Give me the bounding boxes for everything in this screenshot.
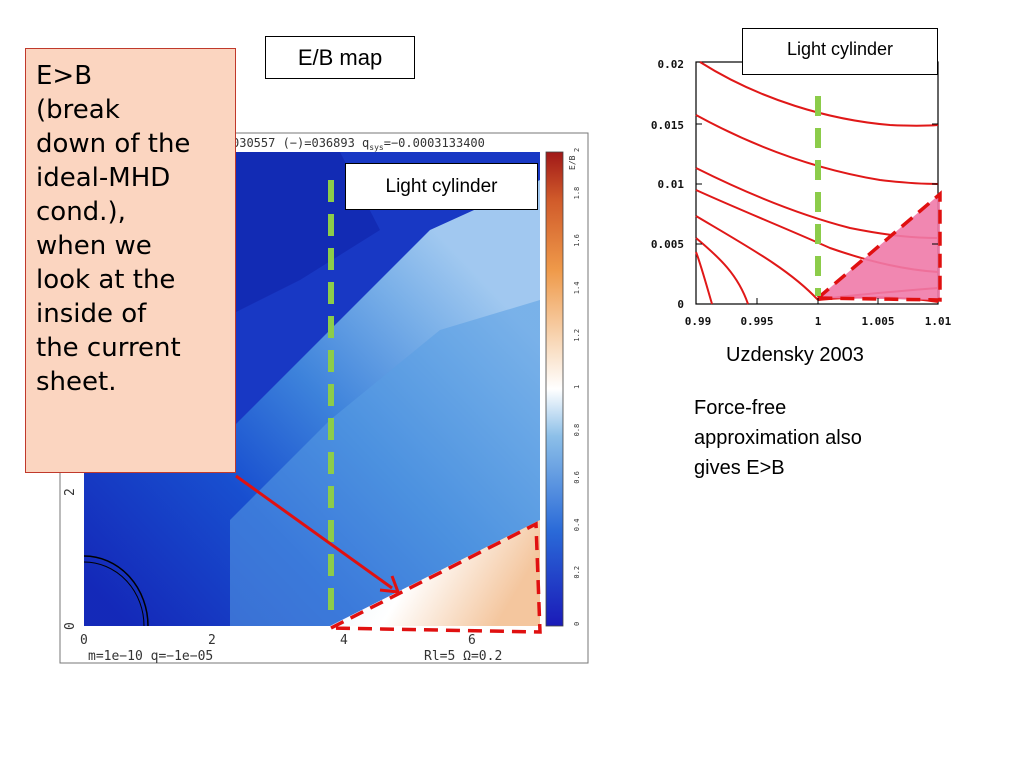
callout-line: ideal-MHD <box>36 163 171 193</box>
ff-x-tick: 1 <box>815 315 822 328</box>
light-cylinder-label-right: Light cylinder <box>742 28 938 75</box>
ff-tick-marks <box>696 123 938 304</box>
colorbar-tick: 1.8 <box>573 187 581 200</box>
colorbar-tick: 1.6 <box>573 234 581 247</box>
colorbar-tick: 1.4 <box>573 282 581 295</box>
ff-y-tick: 0 <box>677 298 684 311</box>
slide-title: E/B map <box>265 36 415 79</box>
map-y-tick: 2 <box>63 488 78 496</box>
ff-y-tick: 0.005 <box>651 238 684 251</box>
colorbar-tick: 0.2 <box>573 566 581 579</box>
note-line: approximation also <box>694 427 862 449</box>
map-x-tick: 2 <box>208 633 216 648</box>
colorbar-label: E/B <box>568 155 577 170</box>
colorbar-tick: 1.2 <box>573 329 581 342</box>
callout-arrowhead <box>379 575 401 594</box>
current-sheet-outline-left <box>330 521 542 634</box>
map-footer-right: Rl=5 Ω=0.2 <box>424 649 502 664</box>
colorbar-tick: 2 <box>573 148 581 152</box>
callout-line: inside of <box>36 299 147 329</box>
colorbar-tick: 0.4 <box>573 519 581 532</box>
callout-line: cond.), <box>36 197 126 227</box>
note-line: gives E>B <box>694 457 785 479</box>
colorbar-tick: 1 <box>573 385 581 389</box>
star-boundary <box>83 555 149 627</box>
callout-line: look at the <box>36 265 176 295</box>
ff-x-tick: 1.005 <box>861 315 894 328</box>
map-x-tick: 6 <box>468 633 476 648</box>
current-sheet-region <box>330 520 540 626</box>
map-x-ticks: 0 2 4 6 <box>80 633 476 648</box>
note-line: Force-free <box>694 397 787 419</box>
map-header: 030557 (−)=036893 qsys=−0.0003133400 <box>232 136 485 152</box>
callout-box: E>B (break down of the ideal-MHD cond.),… <box>25 48 236 473</box>
callout-line: when we <box>36 231 152 261</box>
ff-y-tick: 0.015 <box>651 119 684 132</box>
map-footer-left: m=1e−10 q=−1e−05 <box>88 649 213 664</box>
callout-line: (break <box>36 95 120 125</box>
callout-arrow <box>235 474 393 590</box>
map-x-tick: 4 <box>340 633 348 648</box>
map-y-tick: 0 <box>63 622 78 630</box>
ff-x-tick: 1.01 <box>925 315 952 328</box>
colorbar <box>545 151 564 627</box>
ff-x-tick: 0.99 <box>685 315 712 328</box>
map-x-tick: 0 <box>80 633 88 648</box>
light-cylinder-label-left: Light cylinder <box>345 163 538 210</box>
citation: Uzdensky 2003 <box>726 344 864 366</box>
ff-x-tick: 0.995 <box>740 315 773 328</box>
callout-line: E>B <box>36 61 93 91</box>
map-y-ticks: 0 2 <box>63 488 78 630</box>
colorbar-tick: 0 <box>573 622 581 626</box>
force-free-note: Force-free approximation also gives E>B <box>694 393 954 483</box>
ff-x-ticks: 0.99 0.995 1 1.005 1.01 <box>685 315 952 328</box>
callout-line: down of the <box>36 129 191 159</box>
colorbar-ticks: 0 0.2 0.4 0.6 0.8 1 1.2 1.4 1.6 1.8 2 <box>573 148 581 626</box>
ff-y-tick: 0.01 <box>658 178 685 191</box>
ff-y-ticks: 0 0.005 0.01 0.015 0.02 <box>651 58 684 311</box>
ff-y-tick: 0.02 <box>658 58 685 71</box>
colorbar-tick: 0.8 <box>573 424 581 437</box>
callout-line: sheet. <box>36 367 117 397</box>
colorbar-tick: 0.6 <box>573 471 581 484</box>
callout-line: the current <box>36 333 181 363</box>
